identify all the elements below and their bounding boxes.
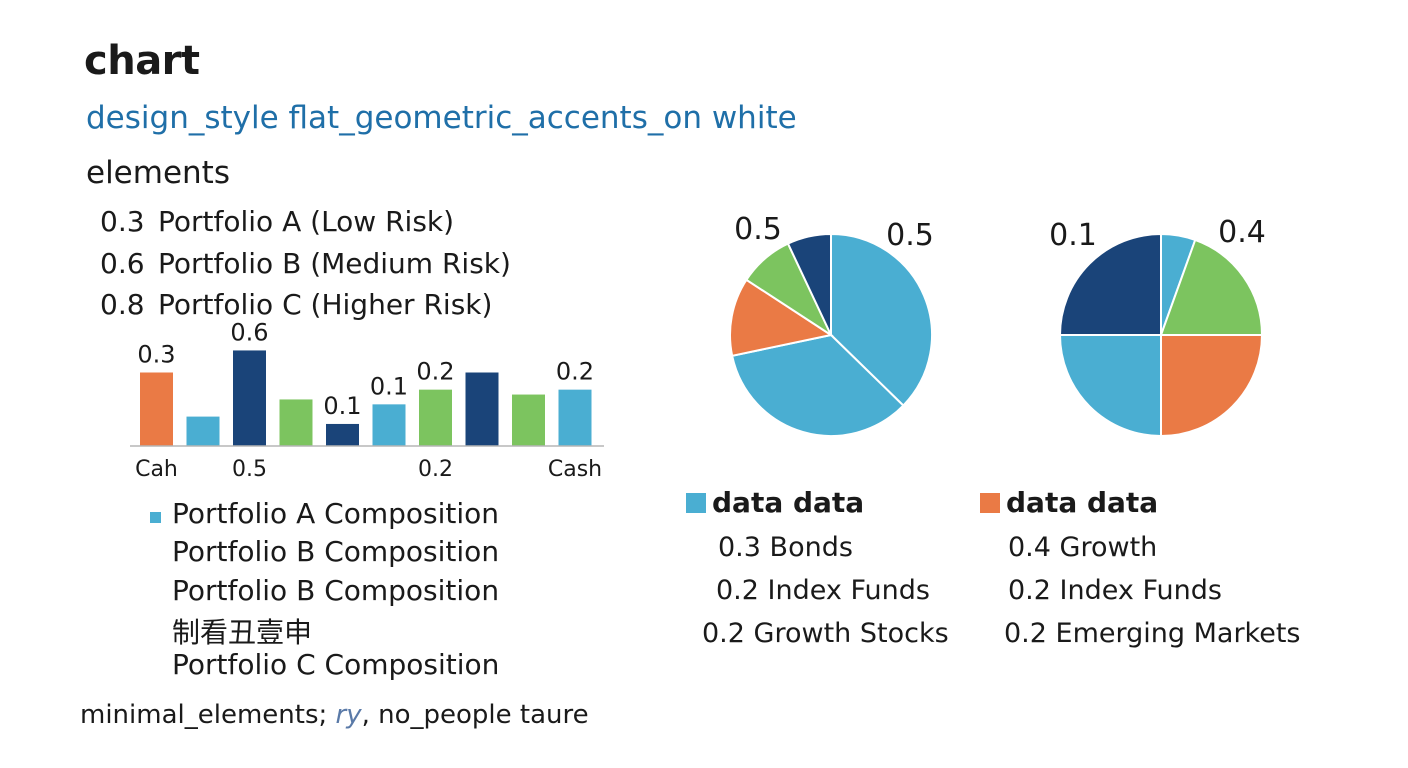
bar — [186, 416, 220, 446]
bar-data-label: 0.6 — [230, 318, 268, 346]
footer-text-start: minimal_elements; — [80, 700, 336, 730]
pie2-slice — [1160, 334, 1264, 438]
legend-item: Portfolio B Composition — [172, 535, 500, 568]
bar — [372, 404, 406, 446]
bar-x-label: 0.2 — [418, 457, 453, 482]
footer-text-end: , no_people taure — [361, 700, 589, 730]
pie1-slice — [830, 232, 933, 407]
pie2-legend-item: 0.2 Index Funds — [1008, 575, 1222, 606]
pie1-legend-label: Growth Stocks — [753, 618, 949, 649]
bar-data-label: 0.2 — [416, 358, 454, 386]
pie1-legend-label: Index Funds — [767, 575, 930, 606]
element-label: Portfolio A (Low Risk) — [158, 205, 455, 238]
pie2-label: 0.4 — [1218, 215, 1266, 250]
element-label: Portfolio B (Medium Risk) — [158, 247, 511, 280]
pie2-label: 0.1 — [1049, 218, 1097, 253]
bar-data-label: 0.3 — [137, 341, 175, 369]
element-value: 0.8 — [100, 288, 145, 321]
pie1-legend-value: 0.2 — [716, 575, 759, 606]
pie1-label: 0.5 — [886, 218, 934, 253]
element-label: Portfolio C (Higher Risk) — [158, 288, 493, 321]
bar — [419, 389, 452, 446]
pie2-legend-swatch-icon — [980, 493, 1000, 513]
pie1-legend-swatch-icon — [686, 493, 706, 513]
footer-scribble: ry — [335, 700, 362, 730]
bar — [512, 394, 545, 446]
pie2-legend-value: 0.2 — [1008, 575, 1051, 606]
legend-item: Portfolio C Composition — [172, 648, 500, 681]
pie1-slice — [730, 333, 905, 437]
legend-swatch-icon — [150, 512, 161, 523]
pie2-legend-value: 0.4 — [1008, 532, 1051, 563]
bar — [233, 350, 266, 446]
pie2-slice — [1159, 238, 1264, 336]
bar — [140, 372, 173, 446]
element-row: 0.6 Portfolio B (Medium Risk) — [100, 247, 511, 280]
bar-x-label: 0.5 — [232, 457, 267, 482]
pie2-legend-heading-text: data data — [1006, 486, 1159, 519]
pie1-legend-value: 0.3 — [718, 532, 761, 563]
legend-item: Portfolio B Composition — [172, 574, 500, 607]
pie1-slice — [786, 232, 832, 336]
bar-data-label: 0.1 — [370, 372, 408, 400]
pie2-legend-value: 0.2 — [1004, 618, 1047, 649]
bar-x-label: Cah — [135, 457, 178, 482]
bar-x-label: Cash — [548, 457, 602, 482]
bar-data-label: 0.1 — [323, 392, 361, 420]
element-row: 0.3 Portfolio A (Low Risk) — [100, 205, 454, 238]
pie1-legend-item: 0.3 Bonds — [718, 532, 853, 563]
pie1-slice — [729, 278, 834, 357]
subtitle: design_style flat_geometric_accents_on w… — [86, 100, 797, 136]
bar-data-label: 0.2 — [556, 358, 594, 386]
pie1-legend-item: 0.2 Growth Stocks — [702, 618, 949, 649]
pie1-legend-heading-text: data data — [712, 486, 865, 519]
elements-heading: elements — [86, 155, 230, 191]
pie2-legend-item: 0.4 Growth — [1008, 532, 1157, 563]
pie2-legend-label: Emerging Markets — [1055, 618, 1301, 649]
page-title: chart — [84, 38, 200, 84]
pie2-legend-label: Index Funds — [1059, 575, 1222, 606]
footer-note: minimal_elements; ry, no_people taure — [80, 700, 589, 730]
pie1-label: 0.5 — [734, 212, 782, 247]
legend-item: Portfolio A Composition — [172, 497, 500, 530]
bar — [465, 372, 499, 446]
pie2-legend-label: Growth — [1059, 532, 1158, 563]
pie1-legend-heading: data data — [686, 486, 864, 519]
legend-item: 制看丑壹申 — [172, 616, 313, 649]
pie1-legend-item: 0.2 Index Funds — [716, 575, 930, 606]
pie1-legend-value: 0.2 — [702, 618, 745, 649]
pie2-slice — [1058, 334, 1162, 438]
pie2-slice — [1058, 232, 1162, 336]
bar — [558, 389, 592, 446]
element-value: 0.3 — [100, 205, 145, 238]
pie2-legend-heading: data data — [980, 486, 1158, 519]
element-value: 0.6 — [100, 247, 145, 280]
pie1-legend-label: Bonds — [769, 532, 853, 563]
element-row: 0.8 Portfolio C (Higher Risk) — [100, 288, 492, 321]
bar — [326, 423, 359, 446]
bar — [279, 399, 313, 446]
pie2-legend-item: 0.2 Emerging Markets — [1004, 618, 1301, 649]
